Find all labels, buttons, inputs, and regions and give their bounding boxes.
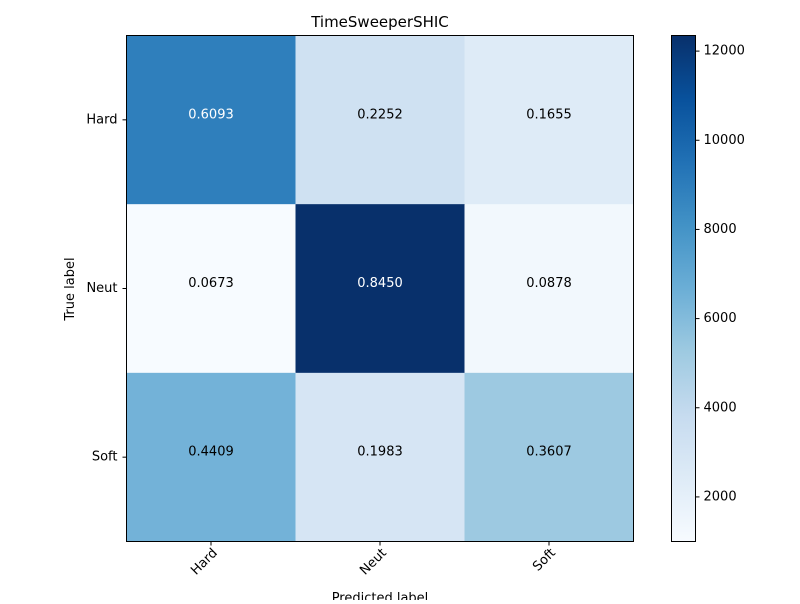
y-tick-label: Soft bbox=[92, 450, 118, 465]
colorbar bbox=[671, 35, 696, 542]
heatmap-cell bbox=[295, 372, 465, 542]
heatmap-cell bbox=[126, 204, 296, 374]
x-axis: Hard Neut Soft bbox=[188, 541, 559, 579]
y-tick-label: Neut bbox=[86, 281, 117, 296]
heatmap-cell bbox=[464, 204, 634, 374]
heatmap-cell bbox=[295, 35, 465, 205]
heatmap-cell bbox=[464, 35, 634, 205]
colorbar-tick-label: 12000 bbox=[704, 44, 745, 59]
colorbar-tick-label: 2000 bbox=[704, 489, 737, 504]
colorbar-tick-label: 10000 bbox=[704, 133, 745, 148]
cell-value-label: 0.4409 bbox=[188, 445, 234, 460]
colorbar-tick-label: 8000 bbox=[704, 222, 737, 237]
x-tick-label: Hard bbox=[188, 546, 221, 579]
chart-title: TimeSweeperSHIC bbox=[310, 13, 449, 31]
x-axis-label: Predicted label bbox=[332, 591, 429, 600]
y-axis: Hard Neut Soft bbox=[86, 112, 127, 465]
heatmap-cell bbox=[295, 204, 465, 374]
cell-value-label: 0.1983 bbox=[357, 445, 403, 460]
cell-value-label: 0.8450 bbox=[357, 276, 403, 291]
colorbar-ticks: 2000 4000 6000 8000 10000 12000 bbox=[695, 44, 745, 504]
cell-value-label: 0.0878 bbox=[526, 276, 572, 291]
x-tick-label: Soft bbox=[530, 546, 559, 575]
cell-value-label: 0.2252 bbox=[357, 107, 403, 122]
cell-value-label: 0.3607 bbox=[526, 445, 572, 460]
cell-value-label: 0.1655 bbox=[526, 107, 572, 122]
heatmap-cell bbox=[126, 35, 296, 205]
heatmap-cell bbox=[126, 372, 296, 542]
x-tick-label: Neut bbox=[357, 546, 390, 579]
heatmap-cell bbox=[464, 372, 634, 542]
y-tick-label: Hard bbox=[86, 112, 117, 127]
cell-value-label: 0.6093 bbox=[188, 107, 234, 122]
heatmap-cells: 0.6093 0.2252 0.1655 0.0673 0.8450 0.0878 0.44… bbox=[126, 35, 634, 542]
colorbar-tick-label: 4000 bbox=[704, 400, 737, 415]
colorbar-tick-label: 6000 bbox=[704, 311, 737, 326]
y-axis-label: True label bbox=[63, 257, 78, 321]
cell-value-label: 0.0673 bbox=[188, 276, 234, 291]
